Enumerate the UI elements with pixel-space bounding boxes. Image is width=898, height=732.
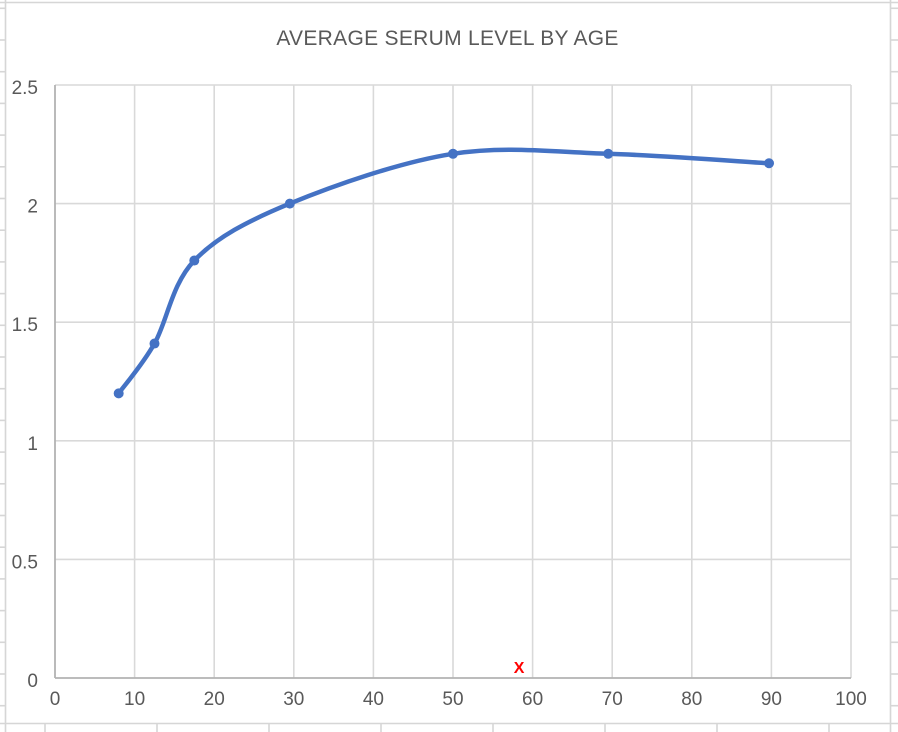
data-point-marker (603, 148, 614, 159)
chart-object[interactable]: AVERAGE SERUM LEVEL BY AGE X (5, 2, 890, 723)
x-tick-label: 30 (283, 689, 304, 710)
y-tick-label: 1.5 (12, 315, 38, 336)
plot-gridlines (55, 84, 852, 678)
x-tick-label: 90 (761, 689, 782, 710)
y-tick-label: 2.5 (12, 78, 38, 99)
x-tick-label: 40 (363, 689, 384, 710)
y-tick-label: 2 (27, 197, 38, 218)
x-tick-label: 80 (681, 689, 702, 710)
x-tick-label: 10 (124, 689, 145, 710)
axis-tick-labels: 0 10 20 30 40 50 60 70 80 90 100 0 0.5 1 1.5 2 2.5 (12, 78, 867, 710)
data-point-marker (448, 148, 458, 159)
axis-lines (54, 85, 851, 679)
data-point-marker (149, 338, 160, 349)
x-tick-label: 0 (50, 689, 61, 710)
y-tick-label: 1 (27, 434, 38, 455)
y-tick-label: 0.5 (12, 552, 38, 573)
data-point-marker (764, 158, 775, 169)
data-point-markers (113, 148, 775, 399)
x-tick-label: 20 (204, 689, 225, 710)
chart-title: AVERAGE SERUM LEVEL BY AGE (276, 27, 619, 50)
x-tick-label: 70 (602, 689, 623, 710)
y-tick-label: 0 (27, 671, 38, 692)
data-point-marker (284, 198, 295, 209)
data-point-marker (113, 388, 124, 399)
x-tick-label: 50 (442, 689, 463, 710)
x-tick-label: 60 (522, 689, 543, 710)
x-tick-label: 100 (835, 689, 867, 710)
annotation-x-label: X (513, 660, 525, 677)
data-point-marker (189, 255, 200, 266)
series-line (116, 147, 772, 396)
